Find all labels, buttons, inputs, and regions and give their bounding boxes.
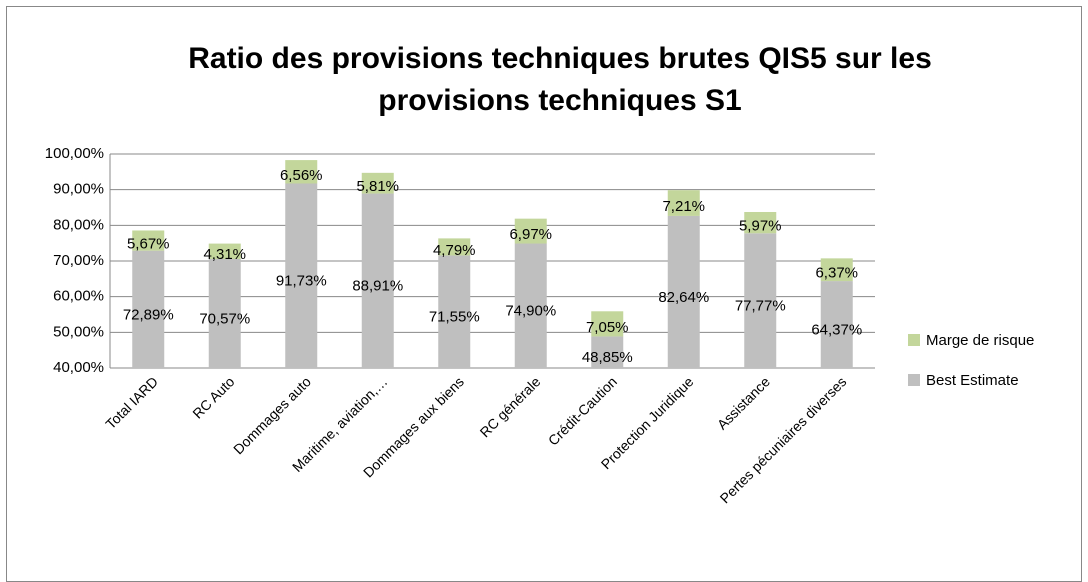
legend-swatch	[908, 334, 920, 346]
data-label: 91,73%	[276, 273, 327, 290]
bar-segment	[208, 258, 241, 368]
x-tick-label: RC Auto	[189, 373, 237, 421]
x-tick-label: RC générale	[477, 373, 544, 440]
data-label: 48,85%	[582, 349, 633, 366]
y-tick-label: 40,00%	[53, 359, 104, 376]
bar-segment	[591, 336, 624, 368]
bar-segment	[744, 211, 777, 234]
bar-segment	[132, 250, 165, 368]
y-tick-label: 90,00%	[53, 181, 104, 198]
data-label: 4,31%	[203, 246, 246, 263]
data-label: 6,97%	[509, 226, 552, 243]
bar-segment	[667, 190, 700, 216]
x-tick-label: Dommages auto	[230, 373, 314, 457]
bar-segment	[514, 218, 547, 244]
data-label: 6,56%	[280, 167, 323, 184]
chart-title: Ratio des provisions techniques brutes Q…	[188, 42, 932, 117]
data-label: 5,81%	[356, 178, 399, 195]
y-tick-label: 80,00%	[53, 216, 104, 233]
data-label: 70,57%	[199, 310, 250, 327]
legend-label: Marge de risque	[926, 332, 1034, 349]
x-tick-label: Assistance	[714, 373, 773, 432]
bar-segment	[667, 215, 700, 368]
data-label: 4,79%	[433, 242, 476, 259]
bar-segment	[285, 183, 318, 368]
data-label: 7,21%	[662, 198, 705, 215]
x-tick-label: Total IARD	[102, 373, 161, 432]
data-label: 7,05%	[586, 319, 629, 336]
x-tick-label: Crédit-Caution	[545, 373, 620, 448]
data-label: 64,37%	[811, 322, 862, 339]
bar-segment	[514, 243, 547, 368]
bar-segment	[361, 193, 394, 368]
bar-segment	[438, 255, 471, 368]
y-tick-label: 70,00%	[53, 252, 104, 269]
bar-segment	[208, 243, 241, 259]
y-tick-label: 100,00%	[45, 145, 104, 162]
y-tick-label: 50,00%	[53, 323, 104, 340]
data-label: 6,37%	[815, 265, 858, 282]
legend-label: Best Estimate	[926, 372, 1019, 389]
data-label: 82,64%	[658, 289, 709, 306]
bar-segment	[744, 233, 777, 368]
bar-segment	[591, 311, 624, 337]
y-tick-label: 60,00%	[53, 288, 104, 305]
legend-swatch	[908, 374, 920, 386]
data-label: 74,90%	[505, 303, 556, 320]
data-label: 88,91%	[352, 278, 403, 295]
data-label: 5,67%	[127, 236, 170, 253]
bar-segment	[361, 172, 394, 194]
bar-segment	[132, 230, 165, 251]
data-label: 77,77%	[735, 298, 786, 315]
data-label: 72,89%	[123, 306, 174, 323]
bar-segment	[285, 160, 318, 184]
bar-segment	[820, 258, 853, 282]
data-label: 5,97%	[739, 218, 782, 235]
bar-segment	[438, 238, 471, 256]
bar-segment	[820, 281, 853, 368]
x-tick-label: Pertes pécuniaires diverses	[717, 373, 850, 506]
data-label: 71,55%	[429, 309, 480, 326]
